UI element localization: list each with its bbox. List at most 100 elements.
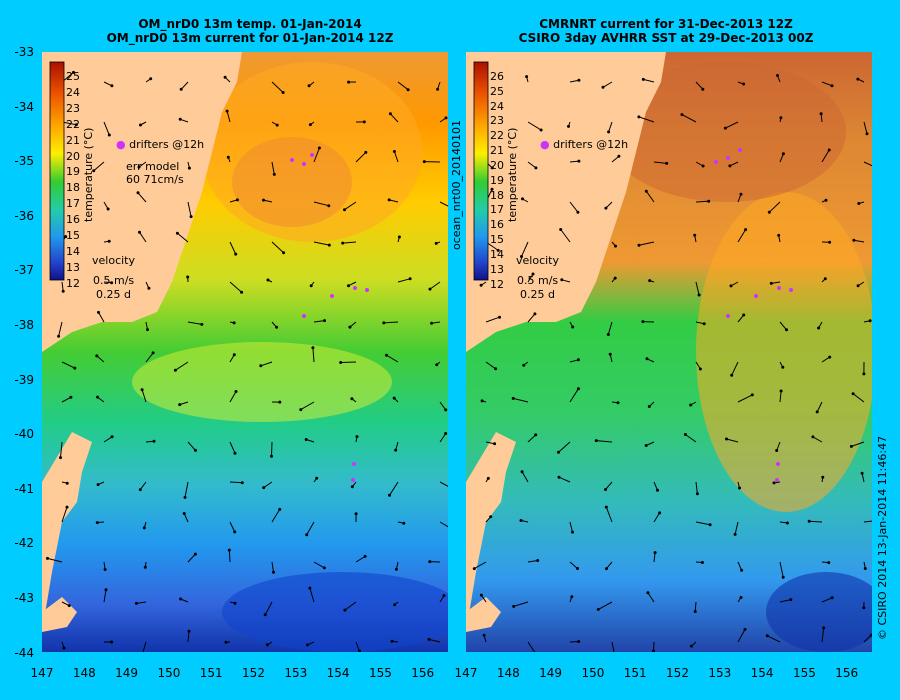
current-arrow: [821, 597, 833, 603]
current-arrow: [439, 521, 448, 528]
right-sst-map: [466, 52, 872, 652]
current-arrow: [485, 361, 496, 370]
colorbar-tick-label: 14: [490, 247, 504, 261]
current-arrow-head: [865, 132, 869, 136]
current-arrow-head: [869, 633, 872, 637]
current-arrow-head: [520, 255, 523, 258]
current-arrow-head: [397, 235, 401, 239]
x-tick-label: 149: [115, 666, 139, 680]
current-arrow: [177, 232, 189, 243]
current-arrow-head: [789, 598, 793, 602]
current-arrow-head: [232, 353, 236, 357]
current-arrow-head: [186, 275, 190, 279]
current-arrow: [863, 520, 872, 523]
current-arrow-head: [428, 287, 432, 291]
current-arrow-head: [95, 521, 99, 525]
current-arrow-head: [350, 485, 354, 489]
right-drifters-legend: ● drifters @12h: [540, 138, 629, 151]
current-arrow: [596, 440, 613, 443]
current-arrow-head: [435, 363, 439, 367]
current-arrow: [226, 110, 231, 123]
y-tick-label: -35: [14, 154, 34, 169]
current-arrow-head: [193, 552, 197, 556]
current-arrow-head: [110, 84, 114, 88]
current-arrow: [734, 521, 739, 535]
current-arrow-head: [830, 596, 834, 600]
current-arrow: [653, 641, 655, 652]
current-arrow: [685, 434, 697, 443]
current-arrow-head: [107, 133, 111, 137]
current-arrow-head: [576, 210, 580, 214]
current-arrow-head: [557, 450, 560, 454]
current-arrow: [851, 441, 865, 447]
current-arrow-head: [363, 554, 367, 558]
current-arrow: [93, 161, 105, 172]
current-arrow: [264, 601, 273, 616]
current-arrow: [485, 316, 500, 323]
current-arrow-head: [61, 289, 65, 293]
left-map-panel: [42, 52, 448, 652]
current-arrow-head: [828, 355, 832, 359]
current-arrow-head: [860, 471, 864, 475]
current-arrow-head: [641, 320, 645, 324]
current-arrow: [513, 601, 529, 607]
current-arrow-head: [680, 113, 684, 117]
current-arrow-head: [270, 454, 273, 458]
current-arrow-head: [394, 448, 398, 452]
current-arrow: [390, 113, 399, 123]
current-arrow: [271, 441, 273, 457]
colorbar-tick-label: 23: [66, 101, 80, 115]
current-arrow-head: [110, 640, 114, 644]
current-arrow: [187, 553, 196, 563]
current-arrow: [344, 201, 357, 211]
current-arrow-head: [743, 627, 747, 631]
current-arrow-head: [815, 410, 819, 414]
current-arrow-head: [536, 559, 540, 562]
current-arrow: [393, 151, 399, 163]
current-arrow-head: [139, 123, 142, 127]
current-arrow-head: [444, 116, 448, 120]
current-arrow-head: [750, 393, 754, 397]
current-arrow-head: [136, 191, 140, 195]
current-arrow-head: [107, 239, 111, 243]
current-arrow: [61, 361, 76, 369]
current-arrow: [608, 121, 613, 133]
current-arrow-head: [496, 248, 500, 252]
current-arrow-head: [178, 117, 182, 121]
current-arrow-head: [779, 389, 783, 393]
current-arrow-head: [769, 281, 773, 285]
current-arrow-head: [665, 161, 669, 165]
current-arrow: [271, 509, 281, 523]
current-arrow: [180, 81, 189, 90]
y-tick-label: -33: [14, 45, 34, 59]
current-arrow: [271, 161, 275, 175]
x-tick-label: 154: [750, 666, 774, 680]
current-arrow-head: [227, 548, 231, 552]
current-arrow-head: [576, 567, 579, 570]
current-arrow-head: [59, 456, 62, 460]
current-arrow-head: [862, 372, 866, 376]
current-arrow: [229, 481, 243, 484]
current-arrow-head: [444, 432, 448, 435]
current-arrow-head: [137, 165, 141, 169]
current-arrow-head: [189, 215, 193, 219]
y-tick-label: -41: [14, 481, 34, 496]
current-arrow: [386, 354, 399, 363]
current-arrow-head: [490, 166, 494, 170]
current-arrow-head: [392, 150, 396, 153]
current-arrow: [569, 79, 579, 83]
current-arrow-head: [525, 75, 529, 79]
current-arrow-head: [138, 488, 142, 492]
current-arrow: [312, 347, 315, 363]
current-arrow-head: [862, 606, 866, 610]
x-tick-label: 147: [454, 666, 478, 680]
current-arrow-head: [781, 152, 785, 156]
current-arrow-head: [240, 290, 244, 294]
current-arrow-head: [200, 322, 204, 326]
current-arrow: [821, 149, 830, 163]
colorbar-tick-label: 16: [66, 213, 80, 227]
current-arrow: [527, 641, 536, 652]
current-arrow-head: [259, 364, 263, 368]
current-arrow: [61, 396, 72, 403]
colorbar-tick-label: 13: [490, 262, 504, 276]
